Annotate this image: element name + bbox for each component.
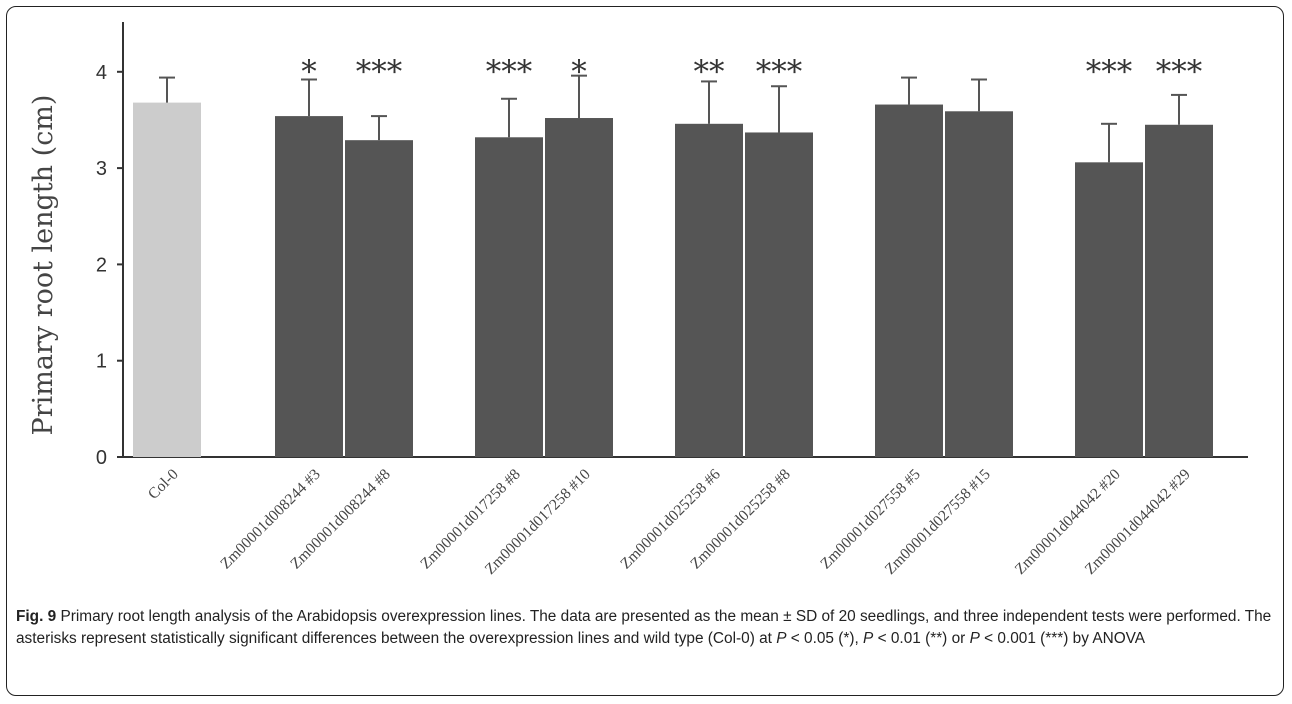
bar [275, 116, 343, 458]
bar [545, 118, 613, 458]
p-symbol: P [776, 629, 787, 647]
bar [875, 104, 943, 458]
bar [1075, 162, 1143, 457]
y-tick-label: 1 [96, 351, 107, 373]
figure-label: Fig. 9 [16, 608, 57, 625]
significance-label: *** [486, 54, 533, 90]
figure-caption: Fig. 9 Primary root length analysis of t… [16, 606, 1278, 649]
figure-frame [6, 6, 1284, 696]
caption-text: < 0.001 (***) by ANOVA [979, 629, 1146, 647]
x-tick-label: Col-0 [145, 466, 182, 503]
caption-text: < 0.05 (*), [786, 629, 864, 647]
p-symbol: P [863, 629, 874, 647]
bar [745, 132, 813, 457]
bar [345, 140, 413, 457]
y-tick-label: 0 [96, 447, 107, 469]
y-axis-label: Primary root length (cm) [28, 95, 59, 436]
bar-chart: Primary root length (cm) 01234Col-0*Zm00… [28, 22, 1248, 578]
caption-text: Primary root length analysis of the Arab… [16, 608, 1272, 647]
bar [133, 102, 201, 457]
significance-label: *** [1156, 54, 1203, 90]
bar [945, 111, 1013, 458]
caption-text: < 0.01 (**) or [873, 629, 970, 647]
bar [475, 137, 543, 457]
significance-label: * [571, 54, 587, 90]
y-tick-label: 2 [96, 254, 107, 276]
significance-label: ** [694, 54, 725, 90]
significance-label: * [301, 54, 317, 90]
p-symbol: P [969, 629, 980, 647]
bar [675, 123, 743, 457]
bar [1145, 124, 1213, 457]
y-tick-label: 3 [96, 158, 107, 180]
y-tick-label: 4 [96, 62, 107, 84]
significance-label: *** [1086, 54, 1133, 90]
significance-label: *** [756, 54, 803, 90]
significance-label: *** [356, 54, 403, 90]
